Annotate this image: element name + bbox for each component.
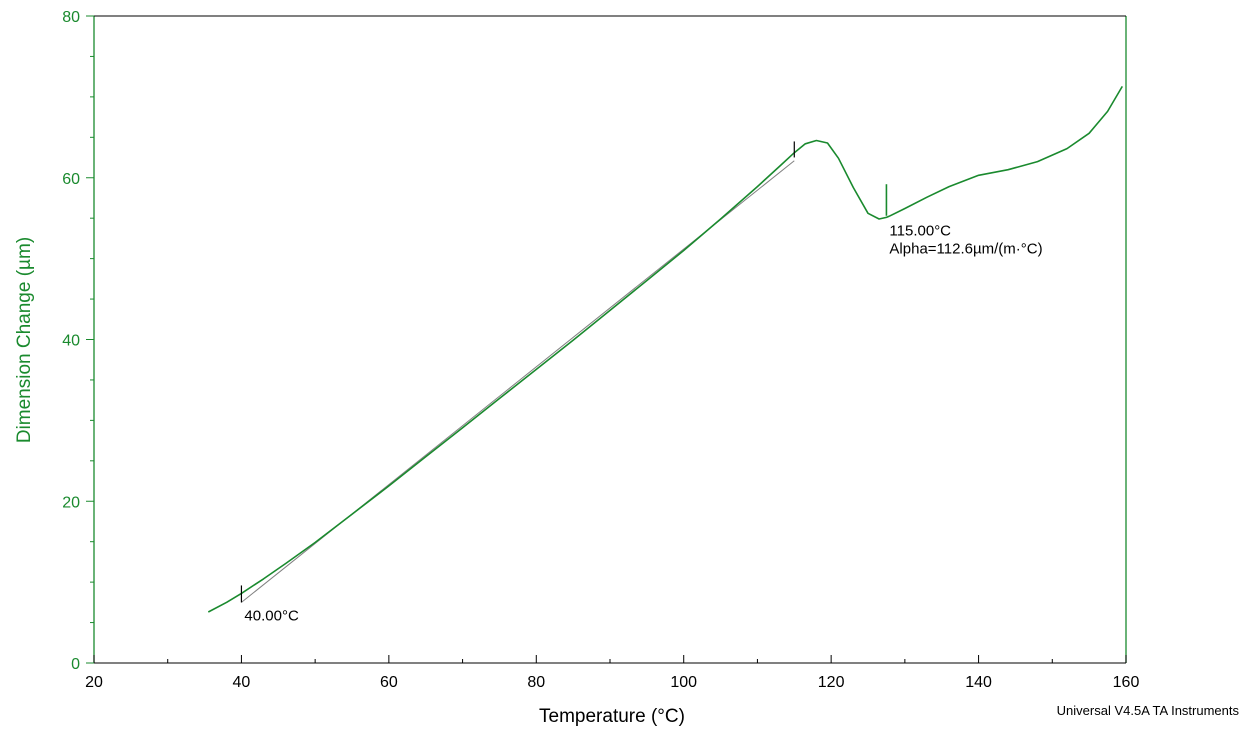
y-tick-label: 40 bbox=[62, 333, 80, 350]
y-axis-label: Dimension Change (µm) bbox=[14, 237, 35, 443]
x-tick-label: 60 bbox=[380, 674, 398, 691]
y-tick-label: 0 bbox=[71, 656, 80, 673]
x-tick-label: 40 bbox=[233, 674, 251, 691]
software-credit: Universal V4.5A TA Instruments bbox=[1056, 703, 1239, 718]
x-axis-label: Temperature (°C) bbox=[539, 706, 685, 727]
data-series-line bbox=[207, 85, 1123, 613]
axis-ticks bbox=[86, 15, 1127, 664]
annotation-onset: 40.00°C bbox=[244, 607, 299, 624]
series-layer bbox=[207, 85, 1123, 613]
x-tick-label: 120 bbox=[818, 674, 845, 691]
tick-labels: 20 40 60 80 100 120 140 160 0 20 40 60 80 bbox=[62, 9, 1139, 691]
y-tick-label: 20 bbox=[62, 494, 80, 511]
annotation-end-temp: 115.00°C bbox=[889, 222, 951, 239]
x-tick-label: 140 bbox=[965, 674, 992, 691]
annotation-alpha: Alpha=112.6µm/(m·°C) bbox=[889, 240, 1042, 257]
x-tick-label: 80 bbox=[527, 674, 545, 691]
x-tick-label: 20 bbox=[85, 674, 103, 691]
x-tick-label: 160 bbox=[1113, 674, 1140, 691]
plot-frame bbox=[93, 15, 1127, 664]
y-tick-label: 60 bbox=[62, 171, 80, 188]
x-tick-label: 100 bbox=[670, 674, 697, 691]
y-tick-label: 80 bbox=[62, 9, 80, 26]
